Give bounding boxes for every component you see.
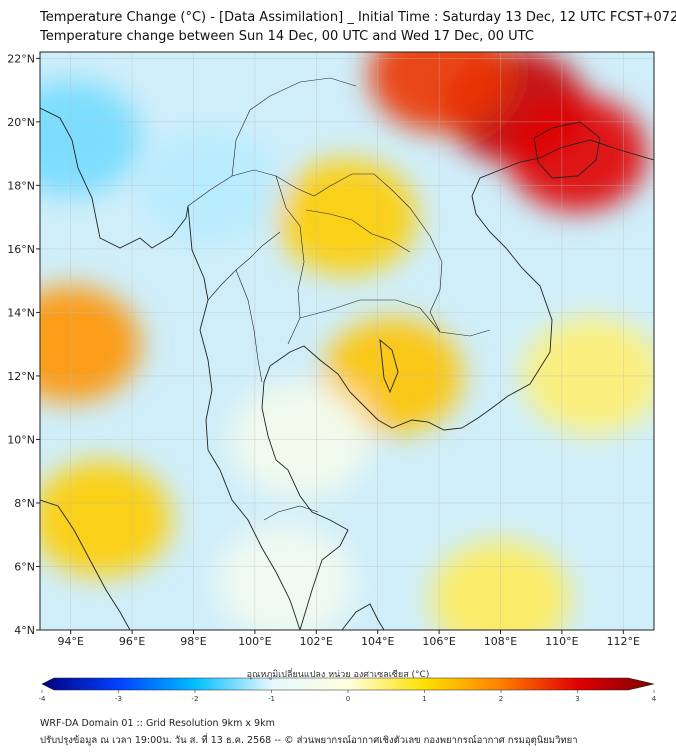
colorbar-bar	[41, 677, 655, 691]
field-region-hainan	[507, 95, 648, 212]
colorbar-tick-label: 3	[575, 695, 579, 703]
footer-credit: ปรับปรุงข้อมูล ณ เวลา 19:00น. วัน ส. ที่…	[40, 735, 578, 746]
colorbar-tick-label: 0	[346, 695, 350, 703]
lon-label: 110°E	[545, 635, 578, 648]
lon-label: 106°E	[422, 635, 455, 648]
colorbar-tick-label: -2	[192, 695, 199, 703]
colorbar-tick-label: -3	[115, 695, 122, 703]
lon-label: 94°E	[57, 635, 83, 648]
latitude-labels: 22°N 20°N 18°N 16°N 14°N 12°N 10°N 8°N 6°N 4°N	[7, 52, 40, 637]
temperature-field	[40, 52, 654, 630]
lat-label: 4°N	[14, 624, 35, 637]
lat-label: 6°N	[14, 560, 35, 573]
colorbar-ticks: -4 -3 -2 -1 0 1 2 3 4	[39, 690, 657, 703]
lat-label: 18°N	[7, 179, 35, 192]
map-frame	[39, 51, 655, 631]
lat-label: 16°N	[7, 243, 35, 256]
field-region-malay-peninsula	[215, 524, 356, 630]
lon-label: 96°E	[119, 635, 145, 648]
title-line-2: Temperature change between Sun 14 Dec, 0…	[40, 29, 534, 44]
title-line-1: Temperature Change (°C) - [Data Assimila…	[40, 10, 676, 25]
lat-label: 20°N	[7, 116, 35, 129]
colorbar: -4 -3 -2 -1 0 1 2 3 4	[39, 677, 657, 703]
longitude-labels: 94°E 96°E 98°E 100°E 102°E 104°E 106°E 108°E 110…	[57, 630, 640, 648]
lon-label: 100°E	[238, 635, 271, 648]
lon-label: 102°E	[300, 635, 333, 648]
lat-label: 12°N	[7, 370, 35, 383]
lat-label: 10°N	[7, 433, 35, 446]
colorbar-tick-label: 1	[422, 695, 426, 703]
colorbar-caption: อุณหภูมิเปลี่ยนแปลง หน่วย องศาเซลเซียส (…	[246, 670, 430, 680]
country-borders	[187, 77, 491, 521]
field-region-bay-of-bengal-north	[40, 79, 141, 196]
colorbar-tick-label: 2	[499, 695, 503, 703]
lon-label: 98°E	[180, 635, 206, 648]
field-region-andaman-sea-south	[40, 460, 172, 577]
lat-label: 22°N	[7, 52, 35, 65]
map-canvas: 22°N 20°N 18°N 16°N 14°N 12°N 10°N 8°N 6°N 4°N 94…	[7, 51, 657, 703]
lon-label: 108°E	[484, 635, 517, 648]
lon-label: 112°E	[607, 635, 640, 648]
lat-label: 14°N	[7, 306, 35, 319]
field-region-laos-plateau	[277, 159, 417, 276]
colorbar-tick-label: -1	[268, 695, 275, 703]
colorbar-tick-label: 4	[652, 695, 657, 703]
footer-model-info: WRF-DA Domain 01 :: Grid Resolution 9km …	[40, 718, 275, 729]
lon-label: 104°E	[361, 635, 394, 648]
field-region-andaman-sea-west	[40, 286, 141, 403]
colorbar-tick-label: -4	[39, 695, 47, 703]
lat-label: 8°N	[14, 497, 35, 510]
coastlines	[40, 107, 654, 630]
